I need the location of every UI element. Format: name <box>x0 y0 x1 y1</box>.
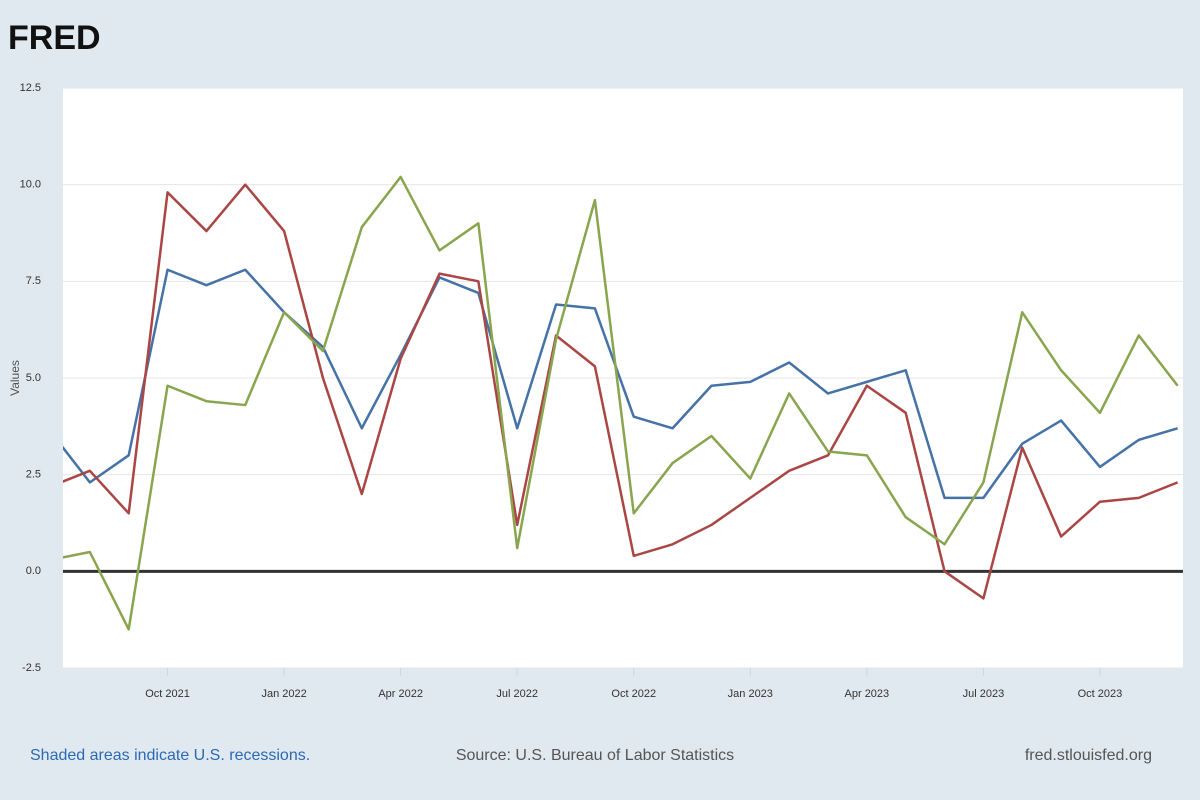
y-tick-label: 0.0 <box>26 565 41 577</box>
y-tick-label: -2.5 <box>22 662 41 674</box>
x-tick-label: Oct 2022 <box>611 688 656 700</box>
x-tick-label: Apr 2022 <box>378 688 423 700</box>
x-tick-label: Oct 2023 <box>1078 688 1123 700</box>
y-tick-label: 12.5 <box>20 82 41 94</box>
source: Source: U.S. Bureau of Labor Statistics <box>456 747 734 764</box>
logo: FRED <box>8 19 101 57</box>
data-line <box>63 183 1179 600</box>
site-link[interactable]: fred.stlouisfed.org <box>1025 747 1152 764</box>
x-tick-label: Jul 2022 <box>496 688 538 700</box>
x-tick-label: Oct 2021 <box>145 688 190 700</box>
x-tick-label: Apr 2023 <box>845 688 890 700</box>
recession-note[interactable]: Shaded areas indicate U.S. recessions. <box>30 747 310 764</box>
y-tick-label: 2.5 <box>26 469 41 481</box>
series-group <box>63 175 1179 631</box>
y-tick-label: 10.0 <box>20 179 41 191</box>
x-tick-label: Jan 2022 <box>261 688 306 700</box>
y-tick-label: 5.0 <box>26 372 41 384</box>
y-tick-label: 7.5 <box>26 275 41 287</box>
x-tick-label: Jul 2023 <box>963 688 1005 700</box>
x-tick-label: Jan 2023 <box>728 688 773 700</box>
data-line <box>63 175 1179 631</box>
y-axis-label: Values <box>8 360 22 396</box>
